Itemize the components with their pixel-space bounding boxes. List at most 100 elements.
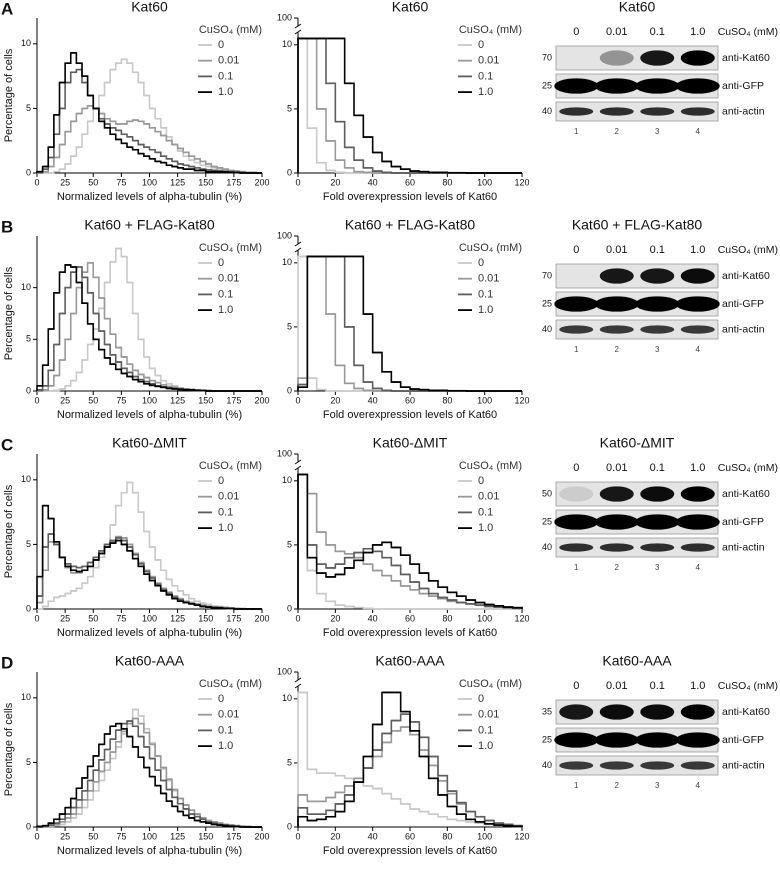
legend-label: 1.0: [218, 86, 233, 98]
legend-label: 0.01: [218, 55, 239, 67]
y-tick-label: 0: [26, 385, 31, 395]
x-tick-label: 0: [295, 613, 300, 623]
legend-label: 0.1: [478, 506, 493, 518]
y-axis-label: Percentage of cells: [3, 266, 15, 360]
blot-band: [594, 78, 639, 94]
blot-band: [635, 514, 680, 530]
lane-label: 0.1: [650, 244, 665, 256]
x-tick-label: 60: [405, 177, 415, 187]
chart-title: Kat60-AAA: [375, 653, 445, 669]
legend-label: 0.01: [478, 709, 499, 721]
mw-marker: 40: [542, 542, 552, 552]
lane-number: 3: [655, 563, 660, 572]
legend-title: CuSO₄ (mM): [199, 24, 262, 36]
blot-band: [599, 325, 634, 334]
legend-label: 0: [218, 257, 224, 269]
blot-band: [559, 543, 594, 552]
blot-band: [640, 268, 675, 284]
axis-break: [294, 683, 302, 689]
legend-label: 1.0: [478, 304, 493, 316]
axis-break: [294, 465, 302, 471]
x-tick-label: 150: [198, 177, 213, 187]
x-tick-label: 80: [442, 177, 452, 187]
chart-title: Kat60-ΔMIT: [112, 435, 187, 451]
mw-marker: 25: [542, 516, 552, 526]
lane-label: 1.0: [690, 26, 705, 38]
y-tick-label: 0: [26, 167, 31, 177]
x-tick-label: 25: [60, 395, 70, 405]
x-tick-label: 175: [226, 613, 241, 623]
x-tick-label: 100: [477, 613, 492, 623]
blot-title: Kat60-ΔMIT: [600, 435, 675, 451]
blot-row-label: anti-Kat60: [722, 488, 770, 500]
blot-band: [640, 543, 675, 552]
lane-number: 1: [574, 127, 579, 136]
blot-band: [680, 704, 715, 720]
legend-title: CuSO₄ (mM): [459, 24, 522, 36]
blot-row-label: anti-actin: [722, 105, 765, 117]
lane-label: 0: [573, 462, 579, 474]
legend-label: 1.0: [218, 522, 233, 534]
blot-band: [599, 107, 634, 116]
x-tick-label: 0: [34, 613, 39, 623]
blot-band: [599, 486, 634, 502]
lane-label: 1.0: [690, 462, 705, 474]
x-tick-label: 175: [226, 395, 241, 405]
chart-title: Kat60 + FLAG-Kat80: [345, 217, 476, 233]
lane-label: 1.0: [690, 244, 705, 256]
lane-label: 0: [573, 26, 579, 38]
legend-label: 0.1: [478, 70, 493, 82]
x-tick-label: 150: [198, 395, 213, 405]
y-tick-label: 10: [282, 475, 292, 485]
legend-title: CuSO₄ (mM): [199, 460, 262, 472]
panel-label: B: [1, 217, 13, 236]
blot-band: [680, 50, 715, 66]
blot-row-label: anti-actin: [722, 759, 765, 771]
y-tick-label: 100: [277, 448, 292, 458]
x-tick-label: 100: [477, 831, 492, 841]
chart-title: Kat60-AAA: [115, 653, 185, 669]
blot-band: [559, 107, 594, 116]
y-tick-label: 5: [287, 321, 292, 331]
blot-band: [554, 732, 599, 748]
blot-band: [599, 543, 634, 552]
x-axis-label: Fold overexpression levels of Kat60: [323, 627, 497, 639]
lane-number: 1: [574, 563, 579, 572]
lane-number: 4: [696, 563, 701, 572]
blot-header: CuSO₄ (mM): [718, 244, 778, 256]
y-tick-label: 0: [287, 167, 292, 177]
axis-break: [294, 459, 302, 465]
x-tick-label: 200: [254, 613, 269, 623]
blot-band: [559, 325, 594, 334]
lane-number: 2: [615, 345, 620, 354]
blot-row-label: anti-Kat60: [722, 706, 770, 718]
y-axis-label: Percentage of cells: [3, 702, 15, 796]
lane-label: 0.1: [650, 462, 665, 474]
x-tick-label: 0: [34, 395, 39, 405]
legend-label: 0: [218, 693, 224, 705]
x-tick-label: 40: [368, 177, 378, 187]
legend-label: 1.0: [218, 304, 233, 316]
axis-break: [294, 241, 302, 247]
legend-label: 0.01: [478, 491, 499, 503]
legend-label: 0.1: [478, 724, 493, 736]
x-tick-label: 20: [330, 395, 340, 405]
blot-band: [675, 732, 720, 748]
panel-label: C: [1, 435, 13, 454]
blot-band: [640, 486, 675, 502]
mw-marker: 50: [542, 488, 552, 498]
lane-number: 2: [615, 563, 620, 572]
chart-title: Kat60-ΔMIT: [373, 435, 448, 451]
legend-label: 1.0: [218, 740, 233, 752]
x-tick-label: 120: [514, 613, 529, 623]
x-tick-label: 20: [330, 177, 340, 187]
blot-band: [599, 704, 634, 720]
y-tick-label: 5: [287, 757, 292, 767]
blot-title: Kat60 + FLAG-Kat80: [572, 217, 703, 233]
lane-label: 0.01: [606, 462, 627, 474]
blot-band: [680, 325, 715, 334]
blot-band: [680, 486, 715, 502]
blot-title: Kat60-AAA: [602, 653, 672, 669]
x-tick-label: 50: [88, 831, 98, 841]
x-tick-label: 50: [88, 395, 98, 405]
